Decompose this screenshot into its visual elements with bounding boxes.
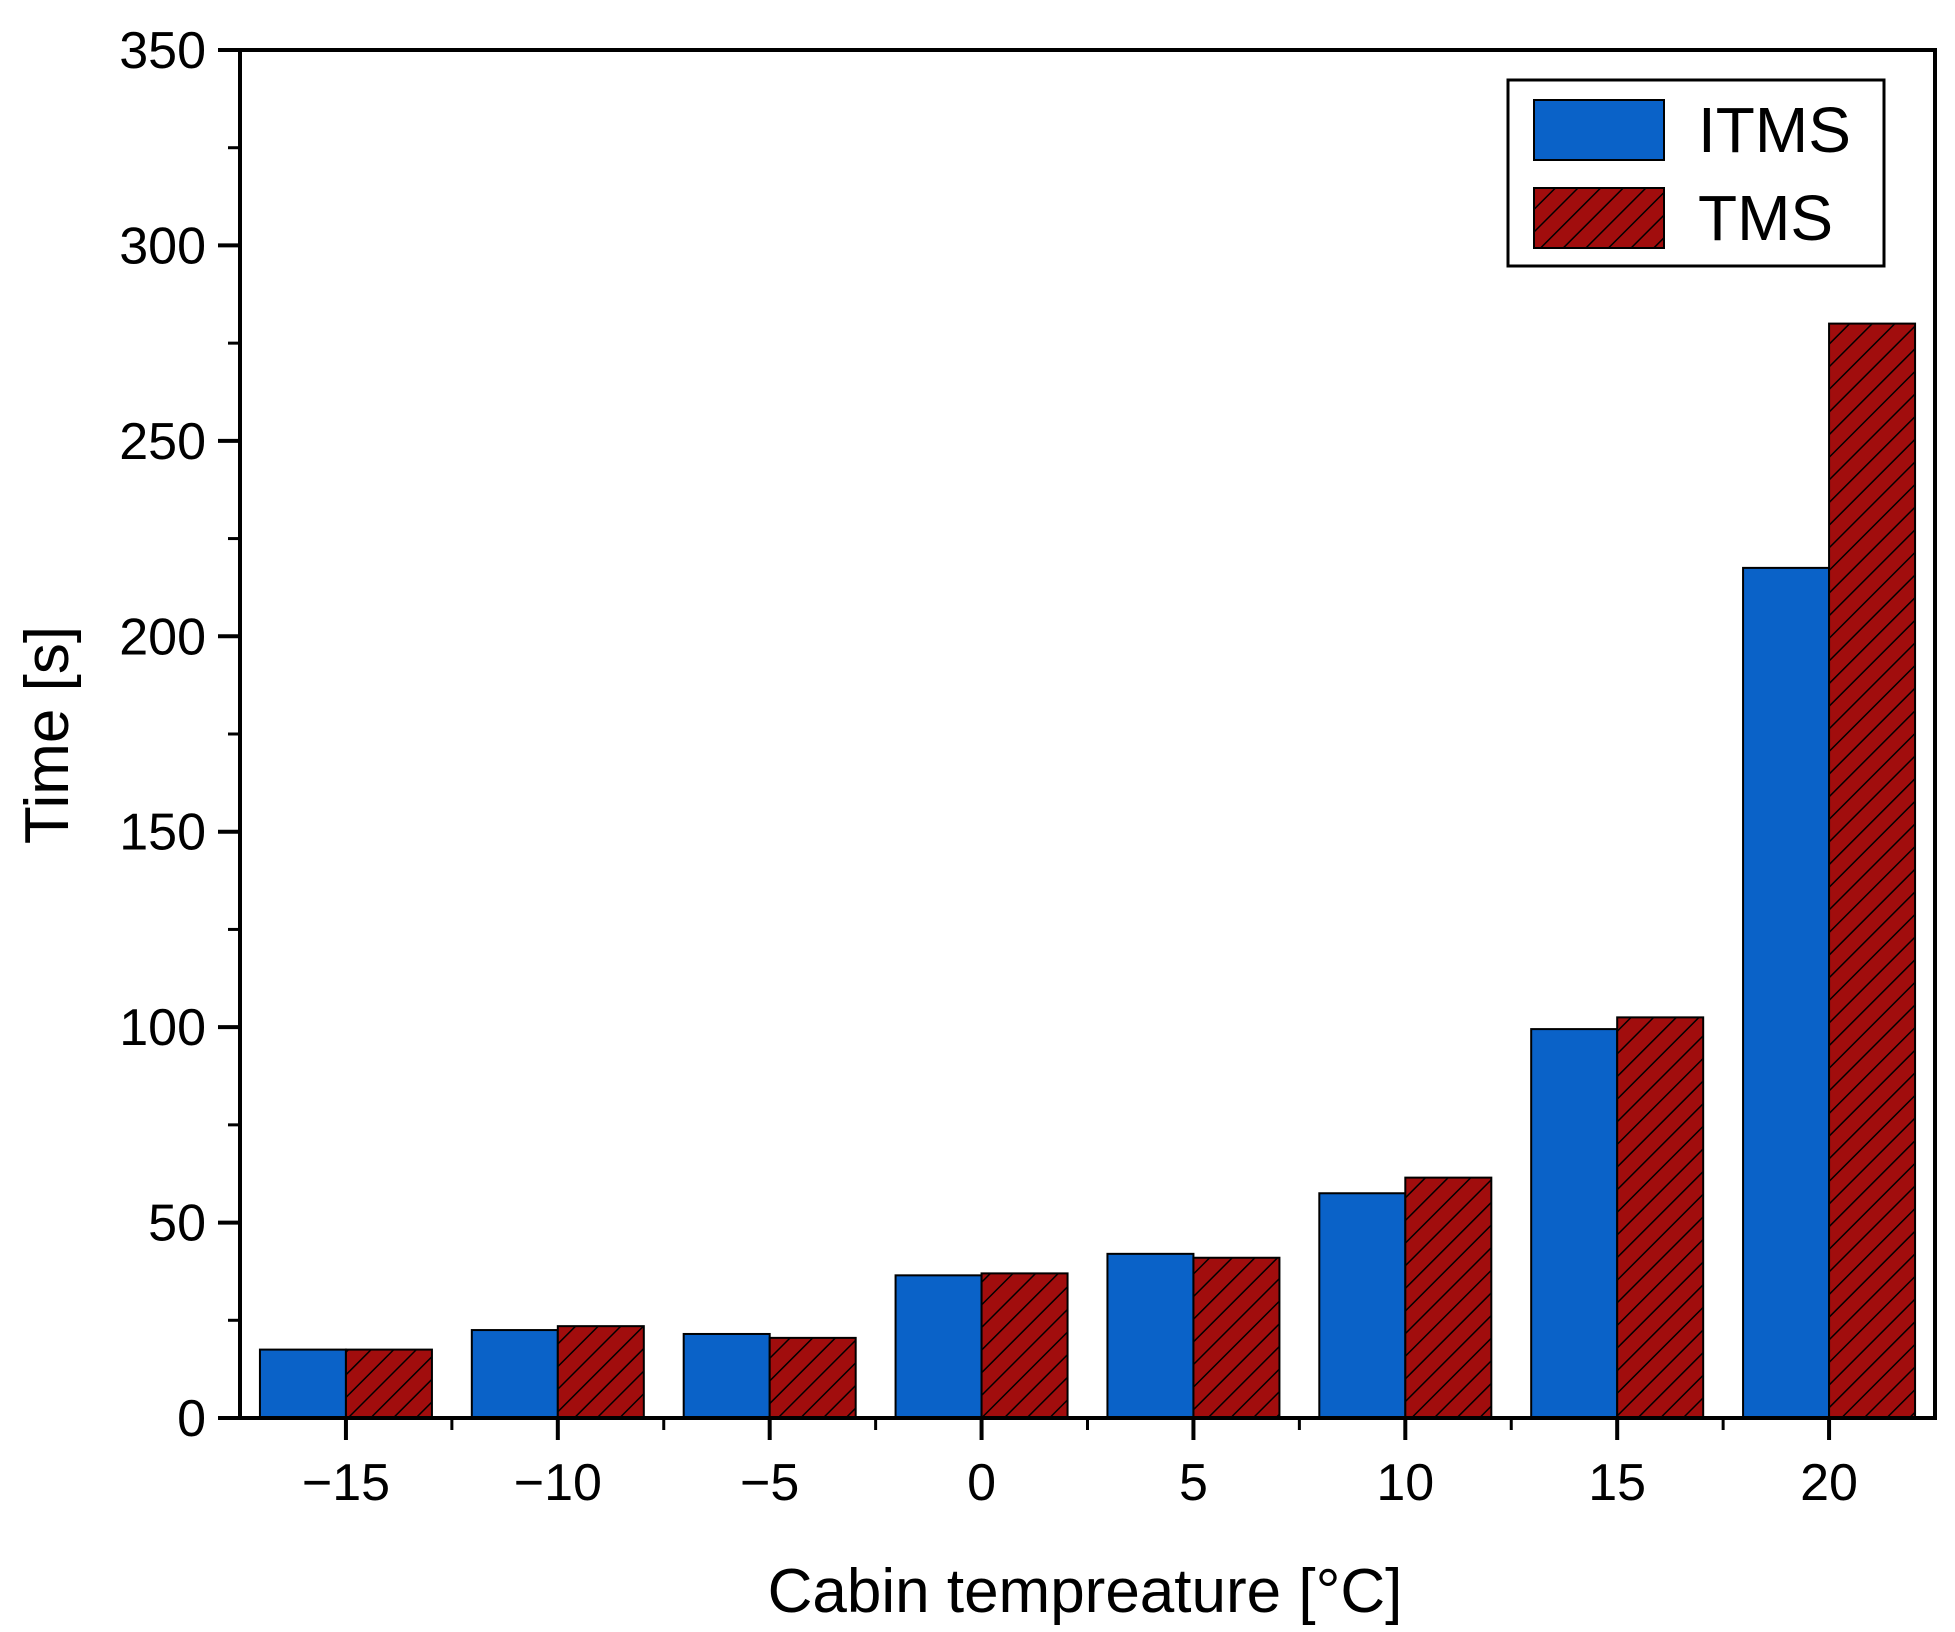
legend-label-itms: ITMS: [1698, 94, 1851, 166]
bar-itms-2: [682, 1332, 771, 1419]
x-tick-label: −15: [302, 1454, 390, 1512]
x-tick-label: −5: [740, 1454, 799, 1512]
y-tick-label: 200: [119, 608, 206, 666]
bar-itms-1: [470, 1329, 559, 1419]
bar-tms-4: [1192, 1256, 1281, 1419]
bar-itms-3: [894, 1274, 983, 1420]
x-tick-label: 0: [967, 1454, 996, 1512]
x-axis-title: Cabin tempreature [°C]: [768, 1557, 1403, 1626]
y-axis-title: Time [s]: [13, 626, 82, 844]
x-tick-label: 10: [1376, 1454, 1434, 1512]
y-tick-label: 250: [119, 413, 206, 471]
legend: ITMS TMS: [1506, 78, 1886, 268]
y-tick-label: 150: [119, 804, 206, 862]
bar-itms-4: [1106, 1252, 1195, 1419]
bar-tms-6: [1616, 1016, 1705, 1419]
legend-swatch-tms: [1533, 187, 1665, 249]
bar-tms-1: [556, 1325, 645, 1419]
bars-group: [258, 322, 1917, 1420]
bar-itms-6: [1530, 1028, 1619, 1420]
bar-tms-3: [980, 1272, 1069, 1419]
y-tick-label: 100: [119, 999, 206, 1057]
bar-itms-0: [258, 1348, 347, 1419]
legend-swatch-itms: [1533, 99, 1665, 161]
x-tick-label: 5: [1179, 1454, 1208, 1512]
bar-tms-5: [1404, 1176, 1493, 1419]
x-tick-label: 20: [1800, 1454, 1858, 1512]
legend-label-tms: TMS: [1698, 182, 1833, 254]
bar-itms-7: [1742, 566, 1831, 1419]
axes-group: 0 50 100 150 200 250 300 350 −15 −10 −5 0 5 10 15 20: [119, 22, 1937, 1512]
bar-tms-0: [344, 1348, 433, 1419]
x-tick-label: 15: [1588, 1454, 1646, 1512]
bar-tms-2: [768, 1336, 857, 1419]
y-tick-label: 0: [177, 1390, 206, 1448]
y-tick-label: 350: [119, 22, 206, 80]
y-tick-label: 50: [148, 1195, 206, 1253]
x-tick-label: −10: [514, 1454, 602, 1512]
y-tick-label: 300: [119, 217, 206, 275]
bar-itms-5: [1318, 1192, 1407, 1420]
bar-tms-7: [1828, 322, 1917, 1420]
